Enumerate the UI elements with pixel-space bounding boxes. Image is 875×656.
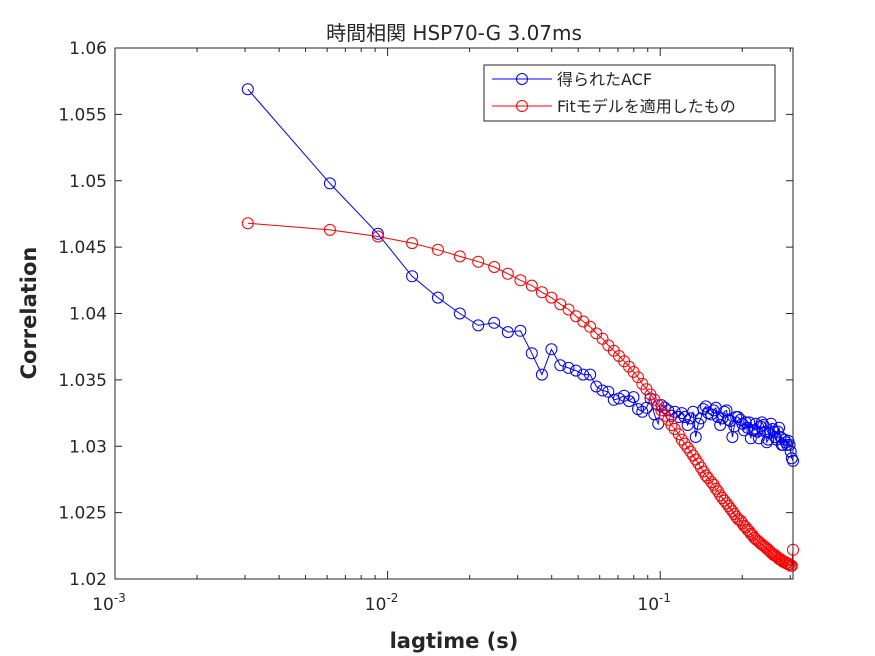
data-point-0-31 (652, 417, 665, 430)
data-point-0-43 (689, 431, 702, 443)
data-point-0-19 (596, 384, 609, 397)
data-point-1-3 (406, 237, 419, 250)
data-point-1-62 (732, 513, 744, 526)
data-point-1-33 (658, 409, 671, 422)
data-point-1-40 (681, 441, 694, 454)
y-tick-label-6: 1.05 (69, 172, 107, 192)
data-point-1-10 (525, 279, 538, 292)
y-axis-label: Correlation (17, 247, 41, 380)
data-point-1-1 (323, 223, 336, 236)
data-point-0-12 (545, 343, 558, 356)
data-point-1-49 (705, 476, 718, 489)
data-point-1-7 (488, 261, 501, 273)
data-point-0-56 (720, 404, 733, 417)
data-point-0-10 (525, 347, 538, 360)
y-axis-ticks: 1.02 1.025 1.03 1.035 1.04 1.045 1.05 1.055 1.06 (58, 39, 793, 590)
y-tick-label-2: 1.03 (69, 437, 107, 457)
data-point-0-18 (590, 380, 603, 393)
data-point-0-44 (692, 417, 705, 430)
x-tick-label-0: 10-3 (92, 591, 126, 615)
legend: 得られたACF Fitモデルを適用したもの (483, 64, 776, 122)
y-tick-label-1: 1.025 (58, 504, 107, 524)
data-point-0-96 (783, 438, 796, 451)
data-point-0-1 (323, 177, 336, 190)
legend-label-fit: Fitモデルを適用したもの (557, 97, 736, 116)
series-layer (241, 83, 799, 572)
data-point-0-14 (562, 361, 575, 374)
data-point-0-69 (744, 432, 757, 445)
data-point-1-2 (371, 230, 384, 243)
data-point-1-38 (675, 433, 688, 446)
data-point-0-20 (602, 385, 615, 398)
data-point-0-83 (766, 423, 779, 435)
x-axis-label: lagtime (s) (390, 629, 519, 653)
data-point-0-24 (623, 395, 635, 408)
data-point-0-16 (577, 368, 590, 381)
y-tick-label-5: 1.045 (58, 238, 107, 258)
data-point-0-66 (739, 416, 752, 429)
legend-label-acf: 得られたACF (557, 70, 652, 89)
data-point-1-51 (709, 482, 722, 495)
data-point-1-14 (562, 303, 575, 316)
y-tick-label-0: 1.02 (69, 570, 107, 590)
data-point-0-80 (762, 433, 775, 446)
legend-marker-fit (516, 100, 528, 112)
data-point-1-6 (472, 255, 485, 268)
data-point-0-27 (636, 405, 649, 418)
data-point-1-17 (584, 320, 597, 333)
data-point-0-8 (501, 326, 514, 339)
y-tick-label-4: 1.04 (69, 305, 107, 325)
y-tick-label-3: 1.035 (58, 371, 107, 391)
x-tick-label-2: 10-1 (637, 591, 671, 615)
data-point-0-7 (488, 316, 501, 329)
data-point-0-93 (779, 436, 792, 449)
data-point-0-88 (773, 421, 786, 434)
data-point-0-21 (607, 393, 620, 406)
data-point-1-11 (535, 286, 548, 299)
data-point-0-11 (535, 368, 548, 381)
data-point-0-39 (678, 411, 691, 423)
data-point-1-8 (501, 267, 514, 280)
data-point-1-39 (678, 437, 691, 450)
data-point-1-9 (514, 274, 527, 287)
data-point-1-96 (783, 558, 796, 571)
data-point-0-54 (716, 412, 729, 425)
legend-box (483, 64, 776, 122)
data-point-0-17 (584, 368, 597, 381)
data-point-0-15 (570, 364, 582, 377)
data-point-1-98 (785, 559, 798, 572)
data-point-0-3 (406, 270, 419, 283)
data-point-0-0 (241, 83, 254, 96)
x-axis-ticks: 10-3 10-2 10-1 (92, 48, 791, 615)
data-point-0-47 (699, 400, 712, 413)
x-tick-label-1: 10-2 (365, 591, 399, 615)
legend-marker-acf (516, 73, 528, 85)
data-point-1-0 (241, 217, 254, 230)
data-point-0-9 (514, 324, 527, 337)
data-point-0-55 (718, 405, 731, 418)
data-point-0-2 (371, 227, 384, 240)
chart-title: 時間相関 HSP70-G 3.07ms (326, 21, 582, 45)
data-point-1-5 (453, 250, 466, 263)
y-tick-label-8: 1.06 (69, 39, 107, 59)
data-point-1-12 (545, 291, 558, 304)
data-point-0-82 (765, 417, 777, 430)
data-point-0-74 (752, 432, 765, 445)
data-point-0-5 (453, 307, 466, 320)
data-point-1-4 (431, 243, 444, 256)
y-tick-label-7: 1.055 (58, 105, 107, 125)
data-point-0-25 (627, 391, 640, 404)
data-point-0-6 (472, 319, 485, 332)
data-point-0-4 (431, 291, 444, 304)
data-point-1-26 (632, 371, 644, 384)
data-point-1-35 (665, 419, 678, 431)
data-point-0-13 (554, 359, 567, 372)
data-point-1-61 (730, 510, 743, 523)
